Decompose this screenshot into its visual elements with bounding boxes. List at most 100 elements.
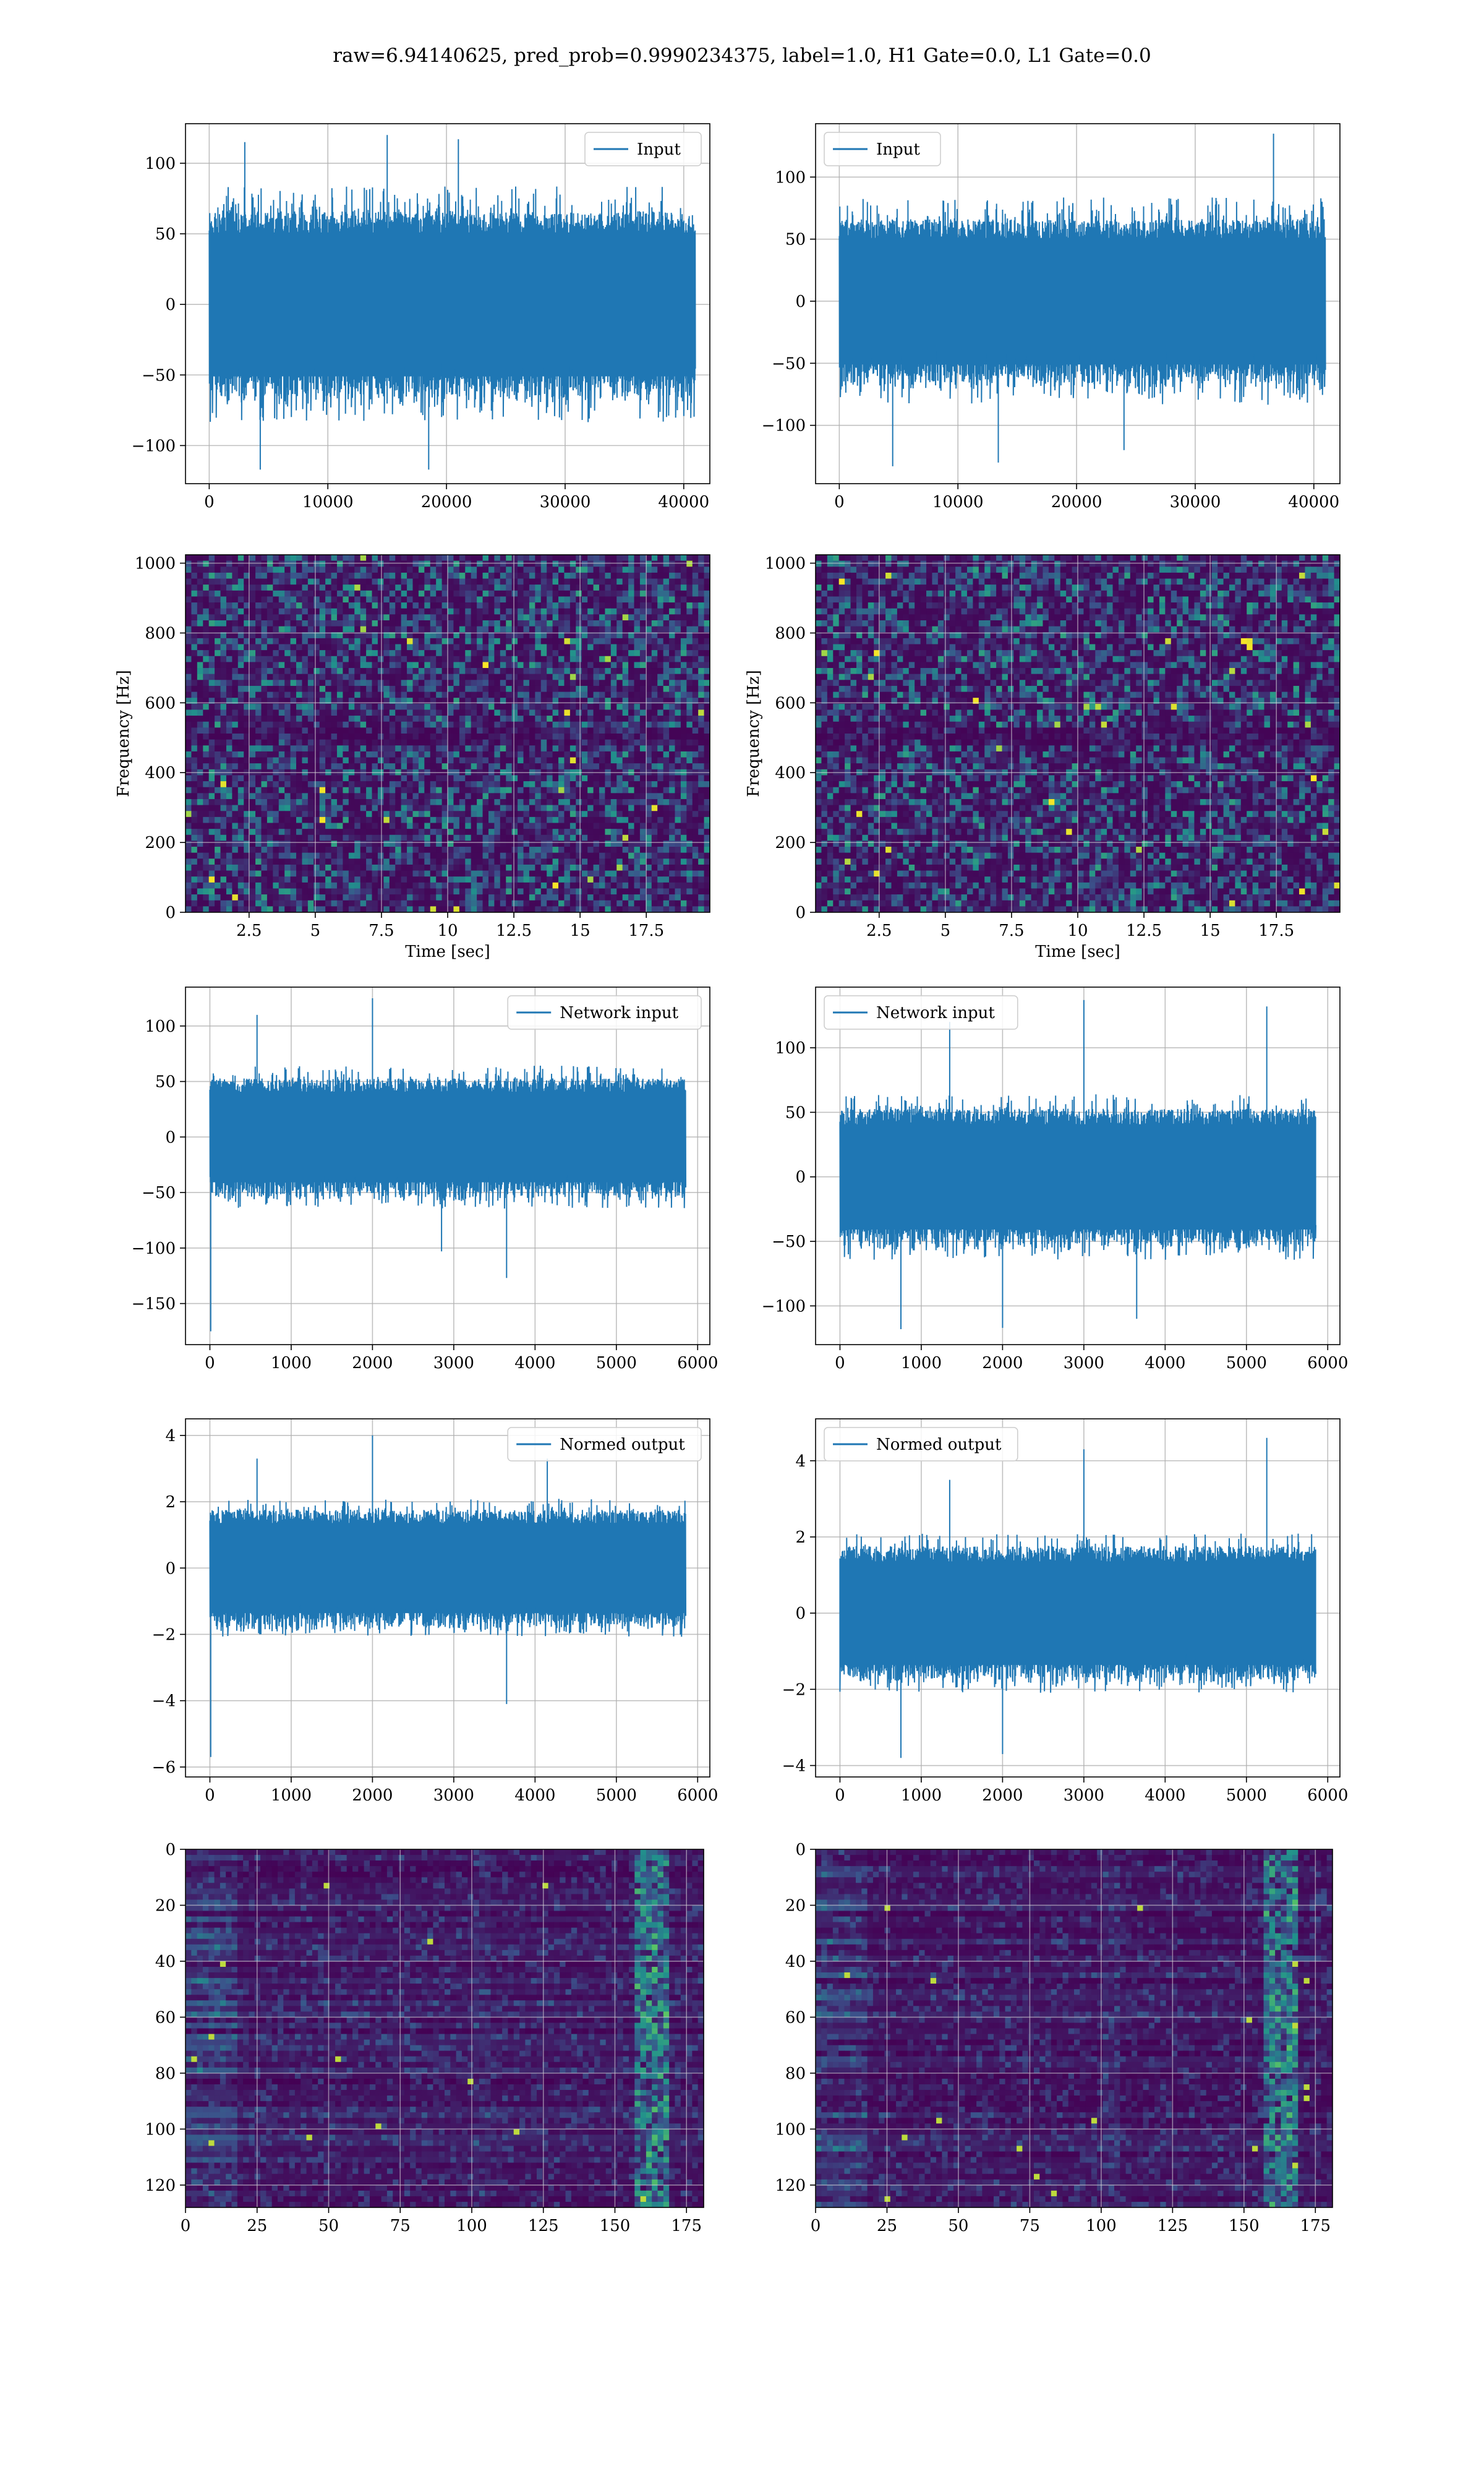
legend-norm_h1: Normed output bbox=[507, 1427, 702, 1462]
y-tick-label: 100 bbox=[145, 155, 176, 173]
x-tick-label: 50 bbox=[318, 2217, 339, 2235]
y-tick-label: −100 bbox=[132, 1239, 176, 1258]
y-tick-label: −100 bbox=[762, 417, 806, 435]
x-tick-label: 1000 bbox=[271, 1354, 312, 1372]
heatmap-cells-emb_l1 bbox=[816, 1849, 1333, 2207]
x-tick-label: 150 bbox=[1229, 2217, 1260, 2235]
legend-label-input_l1: Input bbox=[876, 140, 920, 159]
ticks-emb_h1: 0 25 50 75 100 125 150 175 0 20 40 60 80 100 120 bbox=[145, 1841, 702, 2235]
x-tick-label: 40000 bbox=[658, 493, 709, 511]
x-tick-label: 75 bbox=[1020, 2217, 1040, 2235]
x-tick-label: 6000 bbox=[1307, 1354, 1348, 1372]
x-tick-label: 2000 bbox=[982, 1786, 1023, 1805]
plot-area-spec_l1 bbox=[816, 555, 1340, 912]
plot-area-net_h1 bbox=[186, 987, 710, 1345]
figure-title: raw=6.94140625, pred_prob=0.9990234375, … bbox=[333, 45, 1151, 67]
y-tick-label: 0 bbox=[795, 1604, 806, 1623]
ticks-input_l1: 0 10000 20000 30000 40000 −100 −50 0 50 100 bbox=[762, 168, 1340, 511]
axes-frame-emb_h1 bbox=[185, 1849, 704, 2208]
y-tick-label: −2 bbox=[152, 1625, 176, 1644]
panel-emb_h1: 0 25 50 75 100 125 150 175 0 20 40 60 80 100 120 bbox=[145, 1841, 704, 2235]
y-tick-label: −50 bbox=[772, 354, 806, 373]
y-tick-label: 120 bbox=[145, 2177, 176, 2195]
y-tick-label: 60 bbox=[785, 2008, 806, 2027]
y-tick-label: 600 bbox=[145, 694, 176, 713]
ticks-norm_h1: 0 1000 2000 3000 4000 5000 6000 −6 −4 −2 0 2 4 bbox=[152, 1427, 719, 1805]
legend-norm_l1: Normed output bbox=[824, 1427, 1018, 1462]
panel-input_l1: Input 0 10000 20000 30000 40000 −100 −50 0 50 100 bbox=[762, 123, 1341, 511]
x-tick-label: 125 bbox=[528, 2217, 559, 2235]
x-tick-label: 30000 bbox=[1170, 493, 1221, 511]
grid-emb_l1 bbox=[816, 1849, 1333, 2207]
y-tick-label: 100 bbox=[775, 1039, 806, 1058]
x-tick-label: 30000 bbox=[540, 493, 591, 511]
x-tick-label: 175 bbox=[1300, 2217, 1331, 2235]
y-tick-label: 400 bbox=[145, 764, 176, 782]
y-tick-label: 800 bbox=[775, 624, 806, 643]
x-axis-label-spec_h1: Time [sec] bbox=[405, 943, 490, 961]
axes-frame-input_h1 bbox=[185, 123, 710, 484]
x-tick-label: 15 bbox=[1200, 922, 1221, 940]
ticks-emb_l1: 0 25 50 75 100 125 150 175 0 20 40 60 80 100 120 bbox=[775, 1841, 1331, 2235]
x-axis-label-spec_l1: Time [sec] bbox=[1035, 943, 1120, 961]
x-tick-label: 5000 bbox=[596, 1786, 637, 1805]
x-tick-label: 50 bbox=[948, 2217, 968, 2235]
x-tick-label: 1000 bbox=[901, 1354, 942, 1372]
y-tick-label: 4 bbox=[795, 1452, 806, 1471]
panel-spec_l1: 2.5 5 7.5 10 12.5 15 17.5 0 200 400 600 800 1000 Time… bbox=[744, 554, 1341, 961]
x-tick-label: 7.5 bbox=[369, 922, 394, 940]
y-tick-label: 0 bbox=[795, 1168, 806, 1187]
x-tick-label: 6000 bbox=[677, 1786, 718, 1805]
panel-emb_l1: 0 25 50 75 100 125 150 175 0 20 40 60 80 100 120 bbox=[775, 1841, 1333, 2235]
plot-area-norm_l1 bbox=[816, 1419, 1340, 1777]
y-tick-label: 1000 bbox=[765, 555, 806, 573]
y-tick-label: −150 bbox=[132, 1295, 176, 1314]
y-tick-label: 0 bbox=[165, 1128, 176, 1147]
x-tick-label: 10 bbox=[1067, 922, 1088, 940]
x-tick-label: 2.5 bbox=[866, 922, 892, 940]
x-tick-label: 2000 bbox=[352, 1786, 393, 1805]
ticks-input_h1: 0 10000 20000 30000 40000 −100 −50 0 50 100 bbox=[132, 155, 710, 511]
y-tick-label: 1000 bbox=[135, 555, 176, 573]
x-tick-label: 17.5 bbox=[1258, 922, 1294, 940]
grid-emb_h1 bbox=[186, 1849, 704, 2207]
y-tick-label: −2 bbox=[782, 1680, 806, 1699]
y-tick-label: 0 bbox=[165, 904, 176, 922]
panel-input_h1: Input 0 10000 20000 30000 40000 −100 −50 0 50 100 bbox=[132, 123, 710, 511]
x-tick-label: 175 bbox=[671, 2217, 702, 2235]
plot-area-input_h1 bbox=[186, 124, 710, 484]
panel-norm_h1: Normed output 0 1000 2000 3000 4000 5000 6000 −6… bbox=[152, 1418, 719, 1805]
x-tick-label: 25 bbox=[877, 2217, 897, 2235]
x-tick-label: 20000 bbox=[421, 493, 472, 511]
legend-net_l1: Network input bbox=[824, 995, 1018, 1030]
ticks-spec_l1: 2.5 5 7.5 10 12.5 15 17.5 0 200 400 600 800 1000 bbox=[765, 555, 1294, 940]
y-tick-label: 2 bbox=[165, 1493, 176, 1512]
x-tick-label: 0 bbox=[204, 493, 215, 511]
x-tick-label: 125 bbox=[1158, 2217, 1188, 2235]
x-tick-label: 5000 bbox=[596, 1354, 637, 1372]
x-tick-label: 12.5 bbox=[1126, 922, 1162, 940]
x-tick-label: 3000 bbox=[1064, 1354, 1104, 1372]
plot-area-net_l1 bbox=[816, 987, 1340, 1345]
x-tick-label: 6000 bbox=[1307, 1786, 1348, 1805]
legend-input_h1: Input bbox=[584, 132, 702, 166]
x-tick-label: 100 bbox=[456, 2217, 487, 2235]
x-tick-label: 100 bbox=[1086, 2217, 1117, 2235]
y-tick-label: −100 bbox=[132, 437, 176, 455]
y-tick-label: 0 bbox=[795, 293, 806, 311]
y-tick-label: 40 bbox=[155, 1953, 176, 1971]
x-tick-label: 12.5 bbox=[496, 922, 532, 940]
y-tick-label: −6 bbox=[152, 1758, 176, 1777]
ticks-norm_l1: 0 1000 2000 3000 4000 5000 6000 −4 −2 0 2 4 bbox=[782, 1452, 1349, 1805]
heatmap-cells-emb_h1 bbox=[186, 1849, 704, 2207]
axes-frame-norm_l1 bbox=[815, 1418, 1341, 1778]
series-line-net_l1 bbox=[839, 999, 1316, 1329]
y-tick-label: 0 bbox=[795, 1841, 806, 1859]
heatmap-cells-spec_l1 bbox=[816, 555, 1340, 912]
x-tick-label: 1000 bbox=[901, 1786, 942, 1805]
x-tick-label: 75 bbox=[390, 2217, 411, 2235]
x-tick-label: 3000 bbox=[433, 1786, 474, 1805]
y-tick-label: 600 bbox=[775, 694, 806, 713]
